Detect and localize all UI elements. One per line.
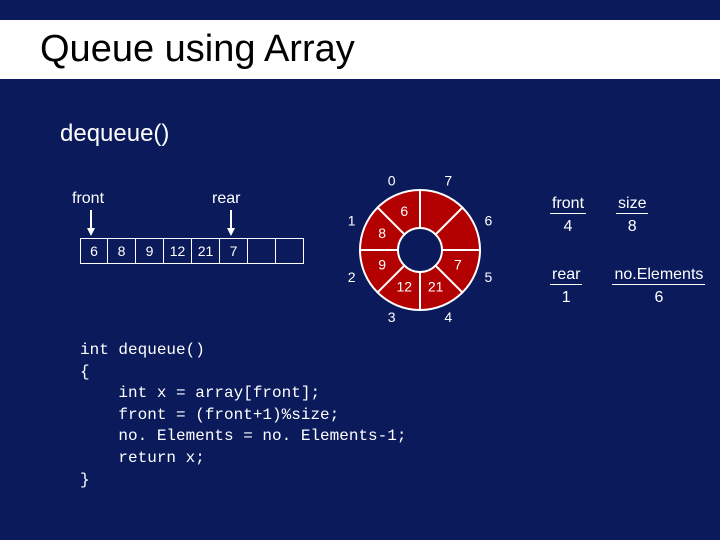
code-snippet: int dequeue() { int x = array[front]; fr… — [80, 340, 406, 491]
noelements-readout-value: 6 — [612, 289, 705, 307]
pie-slice-value: 7 — [454, 256, 462, 272]
rear-label: rear — [212, 190, 240, 208]
subtitle: dequeue() — [60, 120, 169, 148]
size-readout-label: size — [616, 195, 648, 214]
pie-slice-value: 6 — [400, 203, 408, 219]
page-title: Queue using Array — [0, 20, 720, 79]
array-cell: 8 — [108, 238, 136, 264]
array-cell: 6 — [80, 238, 108, 264]
rear-readout-value: 1 — [550, 289, 582, 307]
array-cell — [276, 238, 304, 264]
array-cell: 12 — [164, 238, 192, 264]
pie-slice-value: 21 — [428, 279, 444, 295]
rear-readout-label: rear — [550, 266, 582, 285]
array-cell — [248, 238, 276, 264]
rear-readout: rear 1 — [550, 266, 582, 307]
state-readout: front 4 size 8 rear 1 no.Elements 6 — [550, 195, 705, 337]
size-readout: size 8 — [616, 195, 648, 236]
pie-index-label: 6 — [484, 212, 492, 228]
array-cells: 68912217 — [80, 238, 304, 264]
front-readout-label: front — [550, 195, 586, 214]
array-cell: 21 — [192, 238, 220, 264]
rear-arrow-icon — [226, 210, 236, 236]
pie-index-label: 2 — [348, 269, 356, 285]
pie-index-label: 3 — [388, 309, 396, 325]
pie-index-label: 0 — [388, 172, 396, 188]
pie-index-label: 1 — [348, 212, 356, 228]
pie-slice-value: 8 — [378, 225, 386, 241]
pie-index-label: 5 — [484, 269, 492, 285]
front-label: front — [72, 190, 104, 208]
pie-index-label: 7 — [444, 172, 452, 188]
noelements-readout: no.Elements 6 — [612, 266, 705, 307]
pie-slice-value: 12 — [397, 279, 413, 295]
pie-slice-value: 9 — [378, 256, 386, 272]
size-readout-value: 8 — [616, 218, 648, 236]
array-cell: 7 — [220, 238, 248, 264]
front-readout-value: 4 — [550, 218, 586, 236]
array-cell: 9 — [136, 238, 164, 264]
front-readout: front 4 — [550, 195, 586, 236]
pie-index-label: 4 — [444, 309, 452, 325]
circular-queue-diagram: 6081921232147567 — [330, 160, 510, 340]
noelements-readout-label: no.Elements — [612, 266, 705, 285]
front-arrow-icon — [86, 210, 96, 236]
